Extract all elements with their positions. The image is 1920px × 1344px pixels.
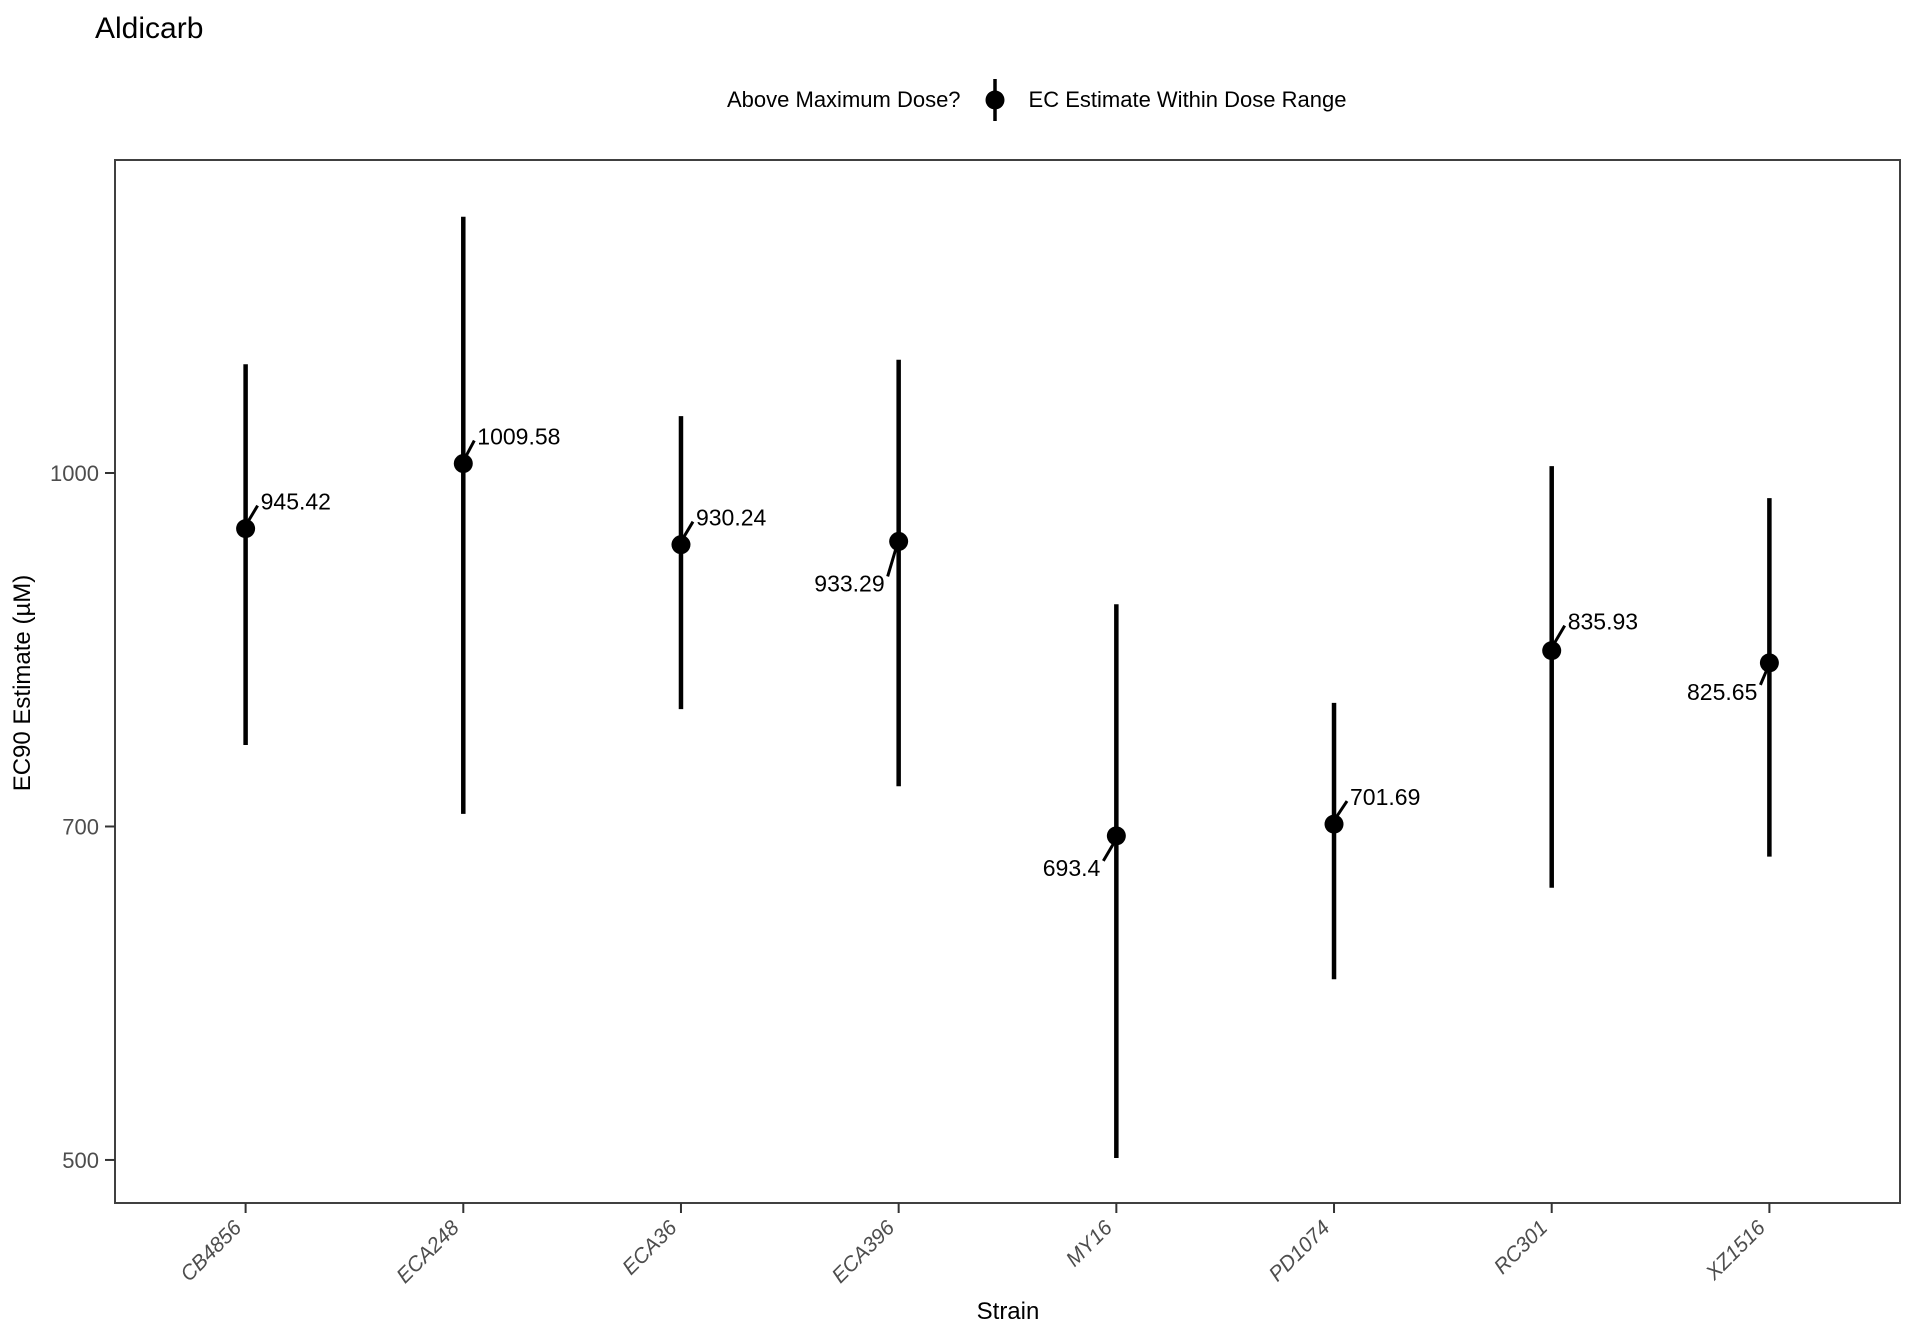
x-tick-label: XZ1516 xyxy=(1701,1216,1770,1285)
pointrange-glyph-icon xyxy=(985,79,1005,121)
label-leader-line xyxy=(1102,843,1115,862)
value-label: 825.65 xyxy=(1687,679,1757,705)
point-marker xyxy=(1759,653,1779,673)
value-label: 693.4 xyxy=(1043,855,1101,881)
point-marker xyxy=(671,535,691,555)
legend-item-label: EC Estimate Within Dose Range xyxy=(1028,87,1347,112)
point-marker xyxy=(1106,826,1126,846)
x-axis-title: Strain xyxy=(976,1298,1040,1325)
panel-border xyxy=(114,159,1901,1204)
value-label: 1009.58 xyxy=(477,424,560,450)
label-leader-line xyxy=(247,504,259,522)
point-marker xyxy=(236,519,256,539)
chart-title: Aldicarb xyxy=(95,12,204,45)
label-leader-line xyxy=(1335,800,1349,817)
value-label: 930.24 xyxy=(696,505,767,531)
value-label: 933.29 xyxy=(814,570,884,596)
label-leader-line xyxy=(1553,624,1567,644)
y-tick-label: 500 xyxy=(62,1148,99,1173)
x-tick-label: RC301 xyxy=(1490,1216,1552,1278)
label-leader-line xyxy=(886,548,898,577)
point-marker xyxy=(1324,814,1344,834)
y-tick-label: 1000 xyxy=(50,461,99,486)
x-tick-label: ECA248 xyxy=(392,1216,464,1288)
value-label: 945.42 xyxy=(261,489,331,515)
point-marker xyxy=(1542,641,1562,661)
x-tick-label: CB4856 xyxy=(176,1216,246,1286)
label-leader-line xyxy=(682,520,695,538)
x-tick-label: ECA36 xyxy=(618,1216,682,1280)
x-tick-label: MY16 xyxy=(1062,1216,1117,1271)
label-leader-line xyxy=(464,439,476,457)
x-tick-label: PD1074 xyxy=(1265,1216,1335,1286)
point-marker xyxy=(453,454,473,474)
y-tick-label: 700 xyxy=(62,814,99,839)
legend-title: Above Maximum Dose? xyxy=(727,87,961,112)
x-tick-label: ECA396 xyxy=(828,1216,900,1288)
value-label: 701.69 xyxy=(1350,784,1420,810)
point-marker xyxy=(889,531,909,551)
label-leader-line xyxy=(1759,670,1768,686)
value-label: 835.93 xyxy=(1568,609,1638,635)
legend: Above Maximum Dose? EC Estimate Within D… xyxy=(727,76,1346,124)
